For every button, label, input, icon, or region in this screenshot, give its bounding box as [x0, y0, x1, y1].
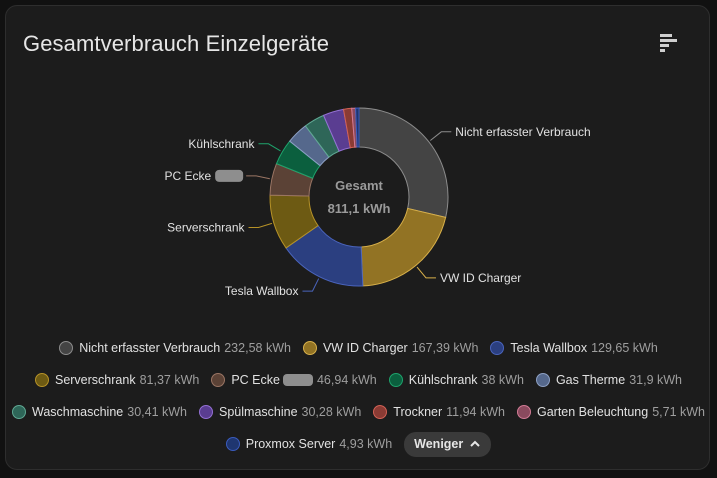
legend-color-dot [12, 405, 26, 419]
label-leader-line [248, 222, 273, 228]
legend-item-value: 232,58 kWh [224, 341, 291, 355]
legend-item-label: Serverschrank [54, 373, 136, 387]
legend-color-dot [34, 373, 49, 387]
legend-row: Proxmox Server 4,93 kWh Weniger [0, 431, 717, 457]
label-leader-line [416, 266, 436, 279]
legend-item-value: 38 kWh [481, 373, 524, 387]
slice-outer-label: VW ID Charger [440, 271, 521, 285]
donut-slice[interactable] [355, 107, 360, 148]
show-less-label: Weniger [414, 437, 464, 451]
legend-item[interactable]: Serverschrank 81,37 kWh [34, 373, 200, 387]
legend-row: Nicht erfasster Verbrauch 232,58 kWh VW ID… [0, 337, 717, 359]
legend-color-dot [388, 373, 403, 387]
slice-outer-label: Tesla Wallbox [225, 284, 299, 298]
legend-color-dot [59, 341, 74, 355]
redacted-text [282, 374, 313, 386]
legend-item-label: Garten Beleuchtung [536, 405, 649, 419]
legend-color-dot [516, 405, 531, 419]
legend-item[interactable]: Kühlschrank 38 kWh [388, 373, 524, 387]
chevron-up-icon [470, 440, 480, 447]
legend-item-value: 46,94 kWh [316, 373, 377, 387]
legend-item[interactable]: Tesla Wallbox 129,65 kWh [490, 341, 658, 355]
bar-list-icon [660, 34, 677, 52]
legend-item-label: Trockner [393, 405, 443, 419]
legend-item-value: 129,65 kWh [591, 341, 658, 355]
legend-item-value: 31,9 kWh [629, 373, 682, 387]
legend-row: Waschmaschine 30,41 kWh Spülmaschine 30,28 … [0, 401, 717, 423]
legend-item[interactable]: Nicht erfasster Verbrauch 232,58 kWh [59, 341, 291, 355]
legend-color-dot [490, 341, 505, 355]
legend-item-value: 167,39 kWh [411, 341, 479, 355]
donut-center-label: Gesamt [335, 178, 383, 193]
slice-outer-label: PC Ecke [164, 169, 211, 183]
legend-item-value: 11,94 kWh [446, 405, 505, 419]
donut-center-value: 811,1 kWh [328, 201, 391, 216]
legend-item[interactable]: VW ID Charger 167,39 kWh [302, 341, 479, 355]
legend-item[interactable]: Trockner 11,94 kWh [373, 405, 505, 419]
label-leader-line [302, 278, 320, 292]
donut-slice[interactable] [360, 207, 447, 287]
redacted-text [215, 169, 244, 182]
legend-item-label: Proxmox Server [245, 437, 336, 451]
legend-item-label: Spülmaschine [219, 405, 298, 419]
energy-card [5, 5, 710, 470]
slice-outer-label: Kühlschrank [188, 137, 255, 151]
legend-item[interactable]: Gas Therme 31,9 kWh [535, 373, 682, 387]
legend-row: Serverschrank 81,37 kWh PC Ecke 46,94 kWh Kü… [0, 369, 717, 391]
legend-item-value: 81,37 kWh [139, 373, 200, 387]
legend-item[interactable]: Spülmaschine 30,28 kWh [199, 405, 361, 419]
legend-item-value: 30,41 kWh [127, 405, 188, 419]
legend-item-label: Gas Therme [555, 373, 626, 387]
label-leader-line [430, 131, 452, 141]
legend-color-dot [535, 373, 550, 387]
slice-outer-label: Serverschrank [167, 220, 245, 234]
legend-item[interactable]: Garten Beleuchtung 5,71 kWh [516, 405, 705, 419]
legend-color-dot [302, 341, 317, 355]
legend-color-dot [199, 405, 214, 419]
chart-options-button[interactable] [652, 28, 682, 58]
legend-item-label: PC Ecke [231, 373, 280, 387]
legend-item-label: VW ID Charger [322, 341, 408, 355]
legend-color-dot [211, 373, 226, 387]
legend-item-value: 4,93 kWh [339, 437, 393, 451]
legend-item-label: Tesla Wallbox [510, 341, 588, 355]
card-title: Gesamtverbrauch Einzelgeräte [23, 31, 330, 56]
legend-item[interactable]: PC Ecke 46,94 kWh [211, 373, 377, 387]
label-leader-line [246, 175, 270, 180]
legend-color-dot [225, 437, 240, 451]
legend-item-label: Nicht erfasster Verbrauch [79, 341, 221, 355]
legend-item-label: Kühlschrank [408, 373, 478, 387]
show-less-button[interactable]: Weniger [404, 431, 492, 457]
legend-item[interactable]: Waschmaschine 30,41 kWh [12, 405, 187, 419]
slice-outer-label: Nicht erfasster Verbrauch [455, 125, 590, 139]
legend-item[interactable]: Proxmox Server 4,93 kWh [225, 437, 393, 451]
label-leader-line [258, 143, 281, 152]
legend-item-value: 30,28 kWh [301, 405, 362, 419]
legend-color-dot [373, 405, 388, 419]
donut-slice[interactable] [358, 107, 449, 218]
legend-item-label: Waschmaschine [32, 405, 124, 419]
legend-item-value: 5,71 kWh [652, 405, 705, 419]
